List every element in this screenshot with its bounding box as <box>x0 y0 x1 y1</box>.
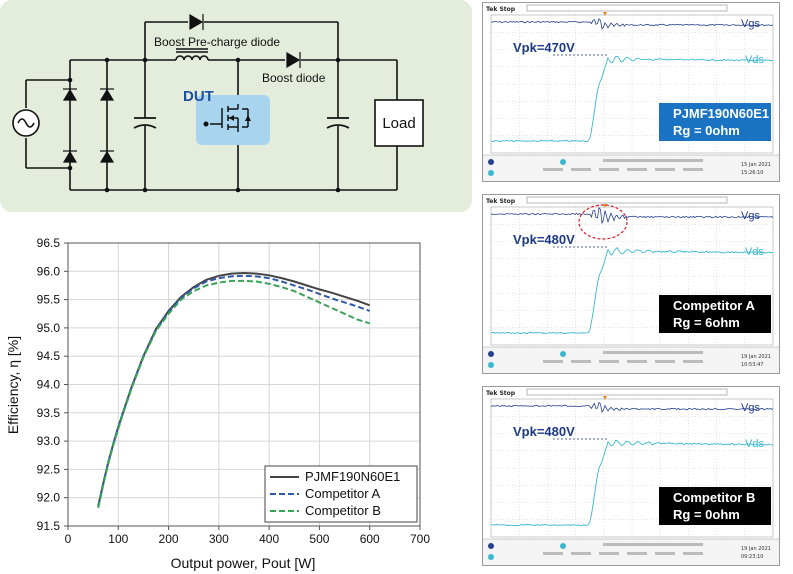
precharge-diode-label: Boost Pre-charge diode <box>154 35 280 49</box>
plot-frame <box>67 242 421 527</box>
vpk-label: Vpk=470V <box>513 40 575 55</box>
vgs-trace-label: Vgs <box>741 402 760 414</box>
chart-series <box>97 271 371 509</box>
ringing-highlight <box>578 204 628 240</box>
y-tick-label: 91.5 <box>37 519 61 533</box>
legend-label: Competitor A <box>305 486 380 501</box>
scope-header: Tek Stop <box>486 198 516 205</box>
scope-time: 15:26:10 <box>741 170 763 176</box>
boost-diode-label: Boost diode <box>262 71 326 85</box>
legend-label: Competitor B <box>305 503 381 518</box>
scope-date: 19 Jan 2021 <box>741 546 771 552</box>
vgs-trace-label: Vgs <box>741 210 760 222</box>
vpk-label: Vpk=480V <box>513 424 575 439</box>
legend-box <box>264 465 418 523</box>
scope-date: 15 Jan 2021 <box>741 162 771 168</box>
x-tick-label: 0 <box>65 532 72 546</box>
vpk-label: Vpk=480V <box>513 232 575 247</box>
efficiency-chart: 0 100 200 300 400 500 600 700 91.5 92.0 92.5 93.0 93… <box>5 236 431 571</box>
y-tick-label: 92.0 <box>37 491 61 505</box>
vgs-trace-label: Vgs <box>741 18 760 30</box>
device-label-box <box>659 295 771 333</box>
scope-time: 10:53:47 <box>741 362 763 368</box>
scope-header: Tek Stop <box>486 390 516 397</box>
legend-label: PJMF190N60E1 <box>305 469 400 484</box>
y-tick-label: 94.0 <box>37 378 61 392</box>
x-tick-label: 100 <box>108 532 128 546</box>
device-name: Competitor A <box>673 298 755 313</box>
x-tick-label: 300 <box>209 532 229 546</box>
x-tick-label: 400 <box>259 532 279 546</box>
chart-axes: 0 100 200 300 400 500 600 700 91.5 92.0 92.5 93.0 93… <box>37 236 431 546</box>
dut-label: DUT <box>183 88 214 105</box>
x-axis-label: Output power, Pout [W] <box>171 555 316 571</box>
scope-header: Tek Stop <box>486 6 516 13</box>
device-name: Competitor B <box>673 490 755 505</box>
scope-date: 19 Jan 2021 <box>741 354 771 360</box>
device-label-box <box>659 487 771 525</box>
y-axis-label: Efficiency, η [%] <box>5 336 21 434</box>
vds-trace-label: Vds <box>745 438 764 450</box>
y-tick-label: 95.5 <box>37 293 61 307</box>
y-tick-label: 92.5 <box>37 462 61 476</box>
gate-resistance: Rg = 6ohm <box>673 315 740 330</box>
x-tick-label: 500 <box>309 532 329 546</box>
device-label-box <box>659 103 771 141</box>
load-box <box>374 99 424 147</box>
gate-resistance: Rg = 0ohm <box>673 123 740 138</box>
vds-trace-label: Vds <box>745 246 764 258</box>
y-tick-label: 95.0 <box>37 321 61 335</box>
x-tick-label: 200 <box>159 532 179 546</box>
scope-panel-2: Tek Stop Vpk=480V Vgs Vds Competitor A Rg = 6… <box>482 194 780 374</box>
x-tick-label: 600 <box>360 532 380 546</box>
chart-legend: PJMF190N60E1 Competitor A Competitor B <box>264 465 418 523</box>
load-label: Load <box>382 115 415 132</box>
y-tick-label: 93.5 <box>37 406 61 420</box>
series-line-3 <box>97 279 371 509</box>
scope-time: 09:23:10 <box>741 554 763 560</box>
y-tick-label: 94.5 <box>37 349 61 363</box>
gate-resistance: Rg = 0ohm <box>673 507 740 522</box>
y-tick-label: 96.0 <box>37 264 61 278</box>
y-tick-label: 93.0 <box>37 434 61 448</box>
x-tick-label: 700 <box>410 532 430 546</box>
scope-panel-3: Tek Stop Vpk=480V Vgs Vds Competitor B Rg = 0… <box>482 386 780 566</box>
scope-panel-1: Tek Stop Vpk=470V Vgs Vds PJMF190N60E1 Rg = 0… <box>482 2 780 182</box>
device-name: PJMF190N60E1 <box>673 106 769 121</box>
vds-trace-label: Vds <box>745 54 764 66</box>
y-tick-label: 96.5 <box>37 236 61 250</box>
boost-pfc-circuit-diagram: Boost Pre-charge diode Boost diode DUT L… <box>12 13 424 193</box>
